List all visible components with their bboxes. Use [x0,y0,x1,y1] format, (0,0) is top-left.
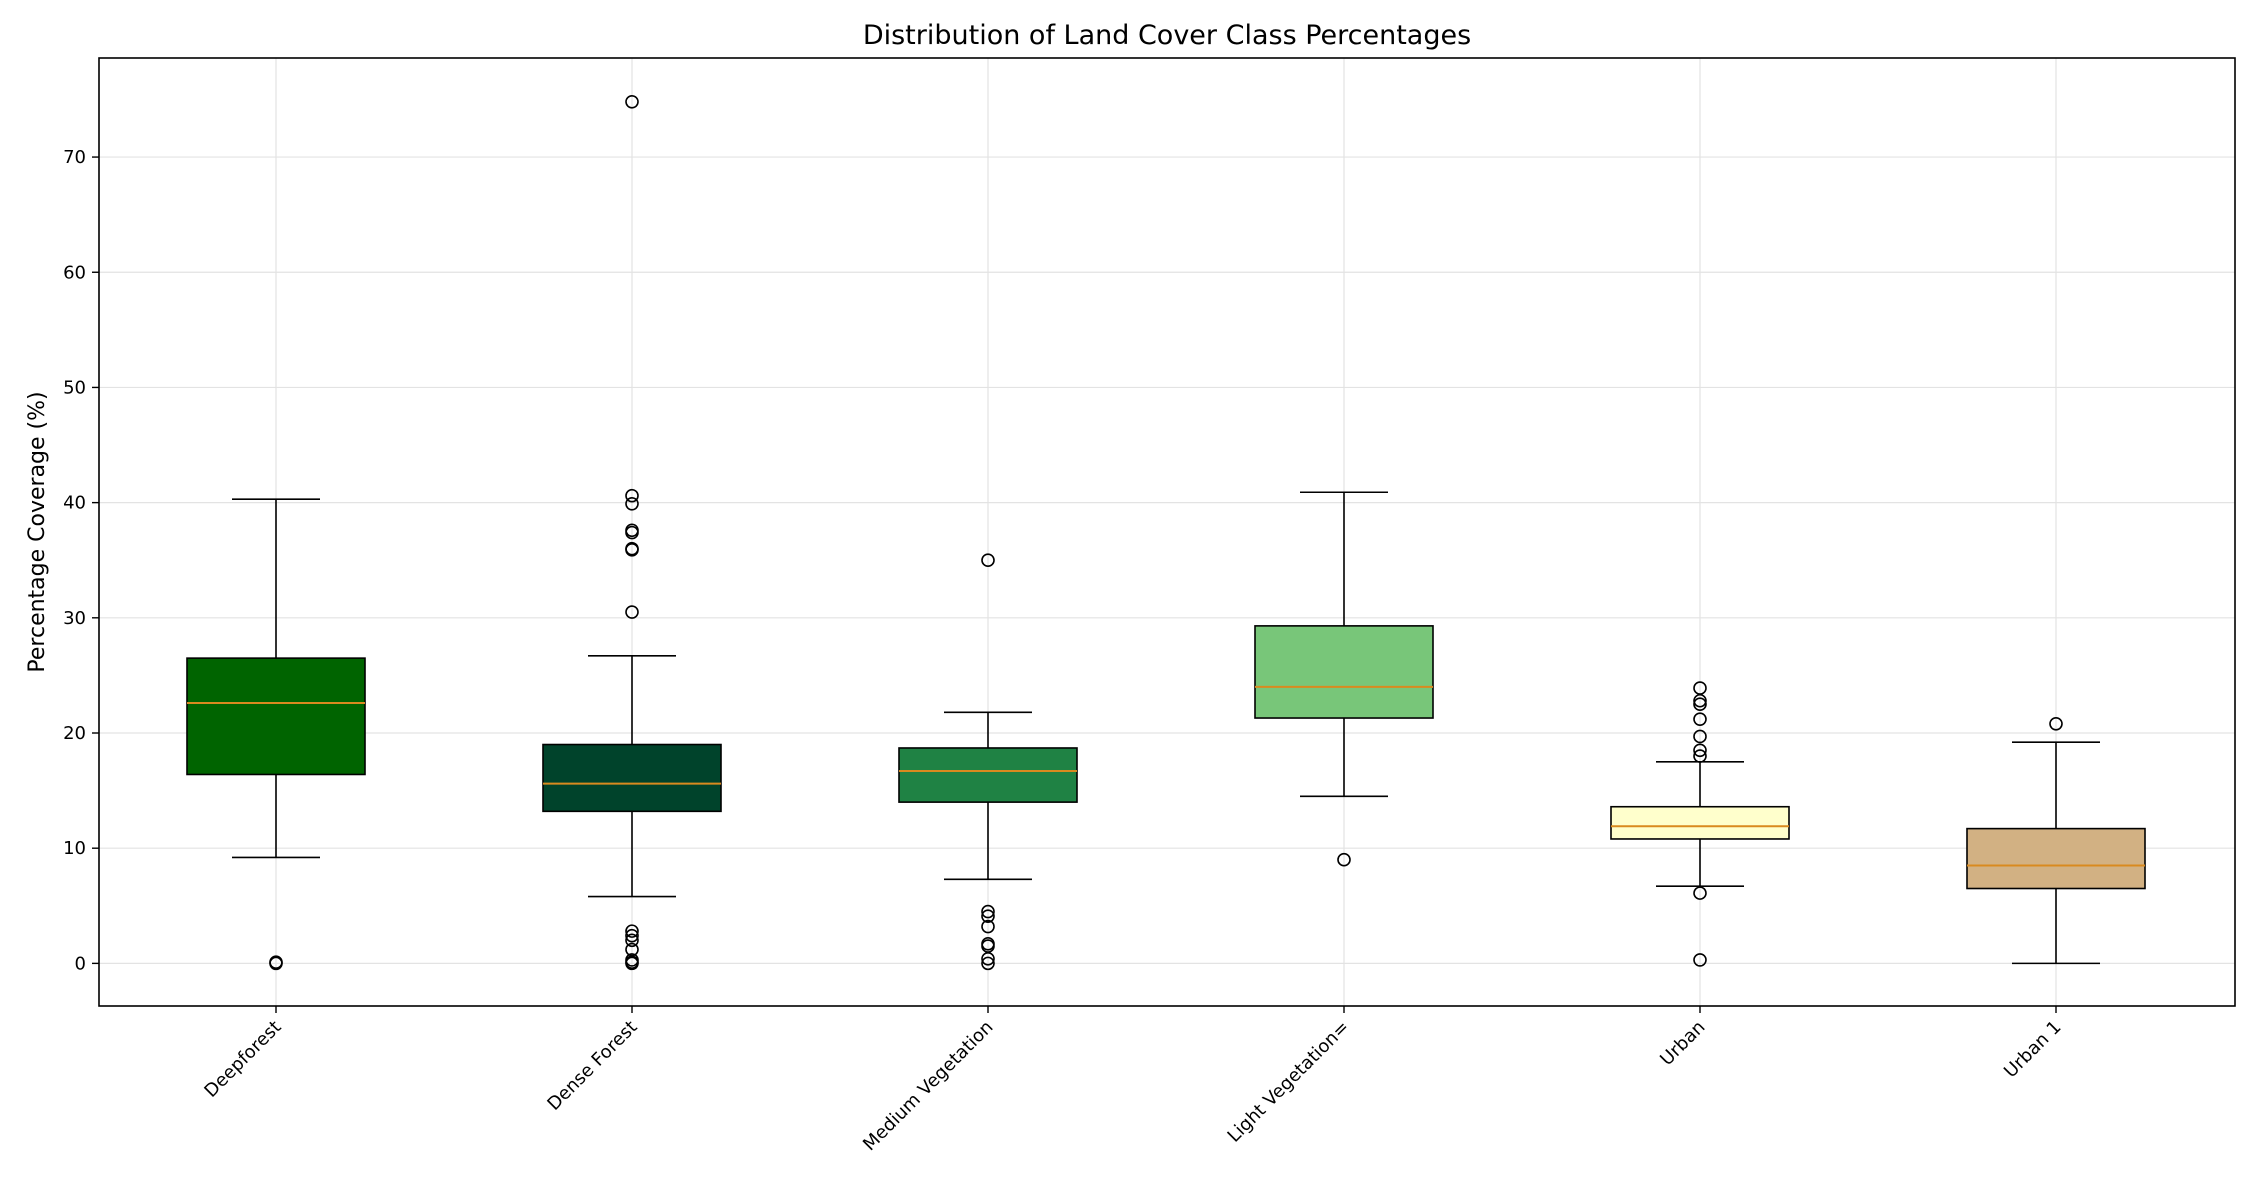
outlier-point [625,928,639,943]
box-iqr [898,747,1078,803]
y-tick-label: 30 [63,608,86,629]
y-tick-label: 20 [63,723,86,744]
outlier-point [981,951,995,966]
box-urban-1 [1966,716,2146,965]
outlier-point [1693,749,1707,763]
outlier-point [1693,953,1707,967]
y-tick-label: 10 [63,838,86,859]
outlier-point [1693,697,1707,712]
outlier-point [625,605,639,619]
box-dense-forest [542,94,722,971]
box-iqr [1254,625,1434,719]
box-series [186,94,2146,971]
box-iqr [186,657,366,776]
outlier-point [981,909,995,923]
y-tick-label: 40 [63,493,86,514]
y-tick-label: 0 [75,953,86,974]
outlier-point [625,525,639,540]
box-urban [1610,681,1790,967]
outlier-point [981,904,995,919]
outlier-point [1693,743,1707,758]
outlier-point [625,956,639,971]
chart-title: Distribution of Land Cover Class Percent… [863,20,1471,51]
y-tick-label: 70 [63,147,86,168]
outlier-point [625,488,639,503]
outlier-point [1337,852,1351,867]
outlier-point [1693,729,1707,744]
box-iqr [1610,805,1790,840]
outlier-point [981,956,995,971]
outlier-point [625,543,639,557]
outlier-point [625,496,639,511]
box-deepforest [186,498,366,971]
outlier-point [625,94,639,109]
outlier-point [625,924,639,938]
outlier-point [1693,712,1707,726]
outlier-point [1693,886,1707,900]
y-tick-label: 60 [63,262,86,283]
box-iqr [1966,827,2146,890]
plot-frame [98,57,2236,1007]
outlier-point [981,553,995,568]
outlier-point [2049,716,2063,731]
box-light-vegetation [1254,491,1434,867]
outlier-point [269,955,283,970]
outlier-point [625,933,639,948]
outlier-point [981,919,995,934]
y-tick-label: 50 [63,377,86,398]
outlier-point [1693,693,1707,708]
y-axis-ticks: 0 10 20 30 40 50 60 70 [63,147,99,974]
y-axis-title: Percentage Coverage (%) [25,391,50,672]
box-medium-vegetation [898,553,1078,971]
box-iqr [542,743,722,813]
